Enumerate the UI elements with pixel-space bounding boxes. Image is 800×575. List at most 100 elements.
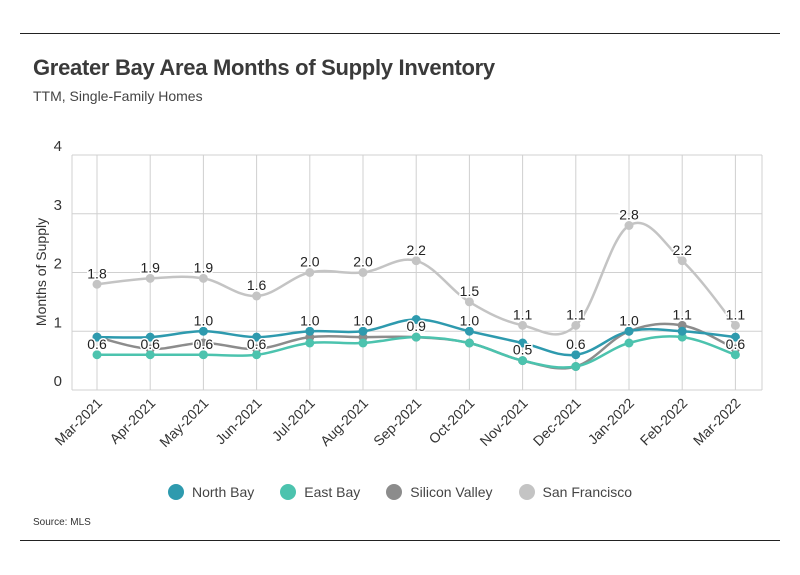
point-north-bay (198, 326, 208, 336)
x-tick-label: Dec-2021 (530, 395, 584, 449)
legend-item-san-francisco: San Francisco (518, 484, 632, 500)
point-san-francisco (358, 268, 368, 277)
x-tick-label: Jan-2022 (585, 395, 638, 448)
y-tick-label: 1 (54, 314, 62, 331)
point-san-francisco (198, 273, 208, 283)
point-north-bay (464, 326, 474, 336)
chart-title: Greater Bay Area Months of Supply Invent… (33, 55, 495, 80)
data-label-north-bay: 1.0 (460, 312, 480, 328)
point-north-bay (730, 332, 740, 342)
legend-item-silicon-valley: Silicon Valley (386, 484, 493, 500)
point-north-bay (518, 338, 528, 348)
data-label-san-francisco: 2.2 (406, 242, 426, 258)
data-label-east-bay: 0.6 (194, 336, 214, 352)
data-label-north-bay: 1.0 (194, 312, 214, 328)
source-note: Source: MLS (33, 517, 91, 528)
data-label-east-bay: 0.6 (247, 336, 267, 352)
point-san-francisco (571, 320, 581, 330)
point-silicon-valley (198, 338, 208, 348)
point-san-francisco (464, 297, 474, 307)
top-rule (20, 33, 780, 34)
data-label-north-bay: 0.6 (566, 336, 586, 352)
point-north-bay (571, 350, 581, 360)
legend-marker (518, 484, 535, 500)
data-label-east-bay: 0.6 (726, 336, 746, 352)
x-tick-label: Jul-2021 (269, 395, 318, 444)
data-label-san-francisco: 2.8 (619, 207, 639, 223)
y-tick-labels: 0 1 2 3 4 (54, 138, 62, 390)
x-tick-label: Mar-2022 (690, 395, 744, 449)
data-label-silicon-valley: 1.1 (672, 306, 692, 322)
point-north-bay (411, 315, 421, 324)
data-label-east-bay: 0.6 (140, 336, 160, 352)
data-label-san-francisco: 1.8 (87, 265, 107, 281)
data-labels: 1.0 1.0 1.0 1.0 0.6 1.0 0.6 0.6 0.6 0.6 0.5 0.6 0.9 1… (86, 205, 747, 359)
point-north-bay (624, 326, 634, 336)
point-east-bay (518, 356, 528, 366)
data-label-san-francisco: 2.0 (353, 254, 373, 270)
data-label-san-francisco: 1.5 (460, 283, 480, 299)
y-tick-label: 2 (54, 256, 62, 273)
legend-label: Silicon Valley (410, 484, 493, 500)
legend-item-east-bay: East Bay (280, 484, 360, 500)
legend-marker (386, 484, 403, 500)
y-axis-label: Months of Supply (33, 218, 49, 326)
point-north-bay (252, 332, 262, 342)
y-tick-label: 4 (54, 138, 62, 155)
chart-subtitle: TTM, Single-Family Homes (33, 88, 203, 104)
x-tick-label: Jun-2021 (212, 395, 265, 448)
point-san-francisco (411, 256, 421, 266)
point-san-francisco (145, 273, 155, 283)
point-north-bay (145, 332, 155, 342)
data-label-east-bay: 0.6 (87, 336, 107, 352)
point-north-bay (358, 326, 368, 336)
x-tick-label: Nov-2021 (476, 395, 530, 449)
x-tick-label: Oct-2021 (425, 395, 477, 447)
data-label-silicon-valley: 0.9 (406, 318, 426, 334)
legend-marker (168, 484, 184, 500)
legend-label: North Bay (192, 484, 255, 500)
point-san-francisco (252, 291, 262, 301)
data-label-san-francisco: 2.0 (300, 254, 320, 270)
data-label-san-francisco: 1.1 (726, 306, 746, 322)
point-east-bay (198, 350, 208, 360)
point-east-bay (145, 350, 155, 360)
data-label-san-francisco: 2.2 (672, 242, 692, 258)
data-label-san-francisco: 1.1 (566, 306, 586, 322)
legend: North Bay East Bay Silicon Valley San Franc… (0, 484, 800, 500)
point-east-bay (730, 350, 740, 360)
bottom-rule (20, 540, 780, 541)
legend-label: East Bay (304, 484, 361, 500)
point-san-francisco (305, 268, 315, 277)
point-san-francisco (518, 320, 528, 330)
point-north-bay (305, 326, 315, 336)
point-north-bay (92, 332, 102, 342)
legend-label: San Francisco (542, 484, 632, 500)
point-east-bay (571, 362, 581, 371)
data-label-east-bay: 0.5 (513, 342, 533, 358)
legend-marker (280, 484, 297, 500)
point-east-bay (252, 350, 262, 360)
y-tick-label: 0 (54, 373, 62, 390)
point-san-francisco (92, 279, 102, 289)
point-east-bay (305, 338, 315, 348)
data-label-north-bay: 1.0 (353, 312, 373, 328)
data-label-san-francisco: 1.6 (247, 277, 267, 293)
data-label-san-francisco: 1.9 (140, 259, 160, 275)
data-label-san-francisco: 1.9 (194, 259, 214, 275)
point-san-francisco (730, 320, 740, 330)
x-tick-label: Apr-2021 (106, 395, 158, 447)
point-north-bay (677, 326, 687, 336)
data-label-san-francisco: 1.1 (513, 306, 533, 322)
legend-item-north-bay: North Bay (168, 484, 254, 500)
x-tick-label: Mar-2021 (51, 395, 105, 449)
x-tick-label: Feb-2022 (637, 395, 691, 449)
data-label-north-bay: 1.0 (300, 312, 320, 328)
x-tick-label: Aug-2021 (317, 395, 371, 449)
y-tick-label: 3 (54, 197, 62, 214)
point-east-bay (92, 350, 102, 360)
x-tick-label: May-2021 (156, 395, 211, 450)
point-san-francisco (677, 256, 687, 266)
